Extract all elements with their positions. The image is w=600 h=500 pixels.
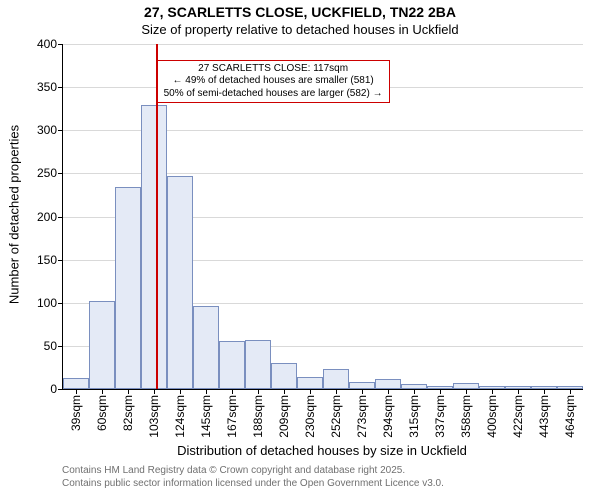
- histogram-bar: [219, 341, 245, 389]
- xtick-label: 337sqm: [433, 395, 447, 438]
- xtick-mark: [180, 389, 181, 394]
- xtick-label: 103sqm: [147, 395, 161, 438]
- xtick-mark: [310, 389, 311, 394]
- xtick-label: 464sqm: [563, 395, 577, 438]
- histogram-bar: [349, 382, 375, 389]
- xtick-label: 230sqm: [303, 395, 317, 438]
- xtick-mark: [258, 389, 259, 394]
- xtick-label: 315sqm: [407, 395, 421, 438]
- histogram-bar: [167, 176, 193, 389]
- xtick-mark: [544, 389, 545, 394]
- histogram-bar: [115, 187, 141, 389]
- ytick-label: 300: [37, 123, 63, 137]
- xtick-label: 400sqm: [485, 395, 499, 438]
- xtick-label: 124sqm: [173, 395, 187, 438]
- xtick-mark: [336, 389, 337, 394]
- chart-title-sub: Size of property relative to detached ho…: [0, 22, 600, 37]
- ytick-label: 50: [44, 339, 63, 353]
- histogram-bar: [245, 340, 271, 389]
- xtick-mark: [102, 389, 103, 394]
- histogram-bar: [63, 378, 89, 389]
- xtick-mark: [154, 389, 155, 394]
- xtick-mark: [128, 389, 129, 394]
- xtick-mark: [362, 389, 363, 394]
- xtick-mark: [466, 389, 467, 394]
- xtick-label: 39sqm: [69, 395, 83, 431]
- ytick-label: 400: [37, 37, 63, 51]
- histogram-bar: [89, 301, 115, 389]
- xtick-mark: [284, 389, 285, 394]
- xtick-label: 273sqm: [355, 395, 369, 438]
- xtick-label: 209sqm: [277, 395, 291, 438]
- plot-area: 05010015020025030035040039sqm60sqm82sqm1…: [62, 44, 583, 390]
- xtick-label: 82sqm: [121, 395, 135, 431]
- xtick-mark: [440, 389, 441, 394]
- annotation-line: 27 SCARLETTS CLOSE: 117sqm: [164, 63, 383, 76]
- x-axis-label: Distribution of detached houses by size …: [62, 443, 582, 458]
- xtick-label: 443sqm: [537, 395, 551, 438]
- xtick-label: 145sqm: [199, 395, 213, 438]
- xtick-mark: [518, 389, 519, 394]
- histogram-bar: [375, 379, 401, 389]
- annotation-line: 50% of semi-detached houses are larger (…: [164, 88, 383, 101]
- histogram-bar: [297, 377, 323, 389]
- gridline: [63, 44, 583, 45]
- xtick-mark: [414, 389, 415, 394]
- histogram-bar: [271, 363, 297, 389]
- property-size-chart: 27, SCARLETTS CLOSE, UCKFIELD, TN22 2BA …: [0, 0, 600, 500]
- ytick-label: 150: [37, 253, 63, 267]
- y-axis-label: Number of detached properties: [7, 114, 22, 314]
- ytick-label: 350: [37, 80, 63, 94]
- xtick-label: 422sqm: [511, 395, 525, 438]
- xtick-label: 358sqm: [459, 395, 473, 438]
- credits-line-1: Contains HM Land Registry data © Crown c…: [62, 465, 444, 478]
- ytick-label: 200: [37, 210, 63, 224]
- xtick-label: 167sqm: [225, 395, 239, 438]
- xtick-label: 252sqm: [329, 395, 343, 438]
- histogram-bar: [141, 105, 167, 389]
- xtick-mark: [76, 389, 77, 394]
- histogram-bar: [323, 369, 349, 389]
- xtick-mark: [232, 389, 233, 394]
- credits-text: Contains HM Land Registry data © Crown c…: [62, 465, 444, 490]
- credits-line-2: Contains public sector information licen…: [62, 478, 444, 491]
- annotation-line: ← 49% of detached houses are smaller (58…: [164, 75, 383, 88]
- ytick-label: 250: [37, 166, 63, 180]
- xtick-label: 60sqm: [95, 395, 109, 431]
- ytick-label: 0: [50, 382, 63, 396]
- chart-title-main: 27, SCARLETTS CLOSE, UCKFIELD, TN22 2BA: [0, 4, 600, 20]
- ytick-label: 100: [37, 296, 63, 310]
- xtick-label: 188sqm: [251, 395, 265, 438]
- xtick-mark: [206, 389, 207, 394]
- xtick-mark: [570, 389, 571, 394]
- histogram-bar: [193, 306, 219, 389]
- property-annotation: 27 SCARLETTS CLOSE: 117sqm← 49% of detac…: [157, 60, 390, 104]
- xtick-mark: [388, 389, 389, 394]
- xtick-mark: [492, 389, 493, 394]
- xtick-label: 294sqm: [381, 395, 395, 438]
